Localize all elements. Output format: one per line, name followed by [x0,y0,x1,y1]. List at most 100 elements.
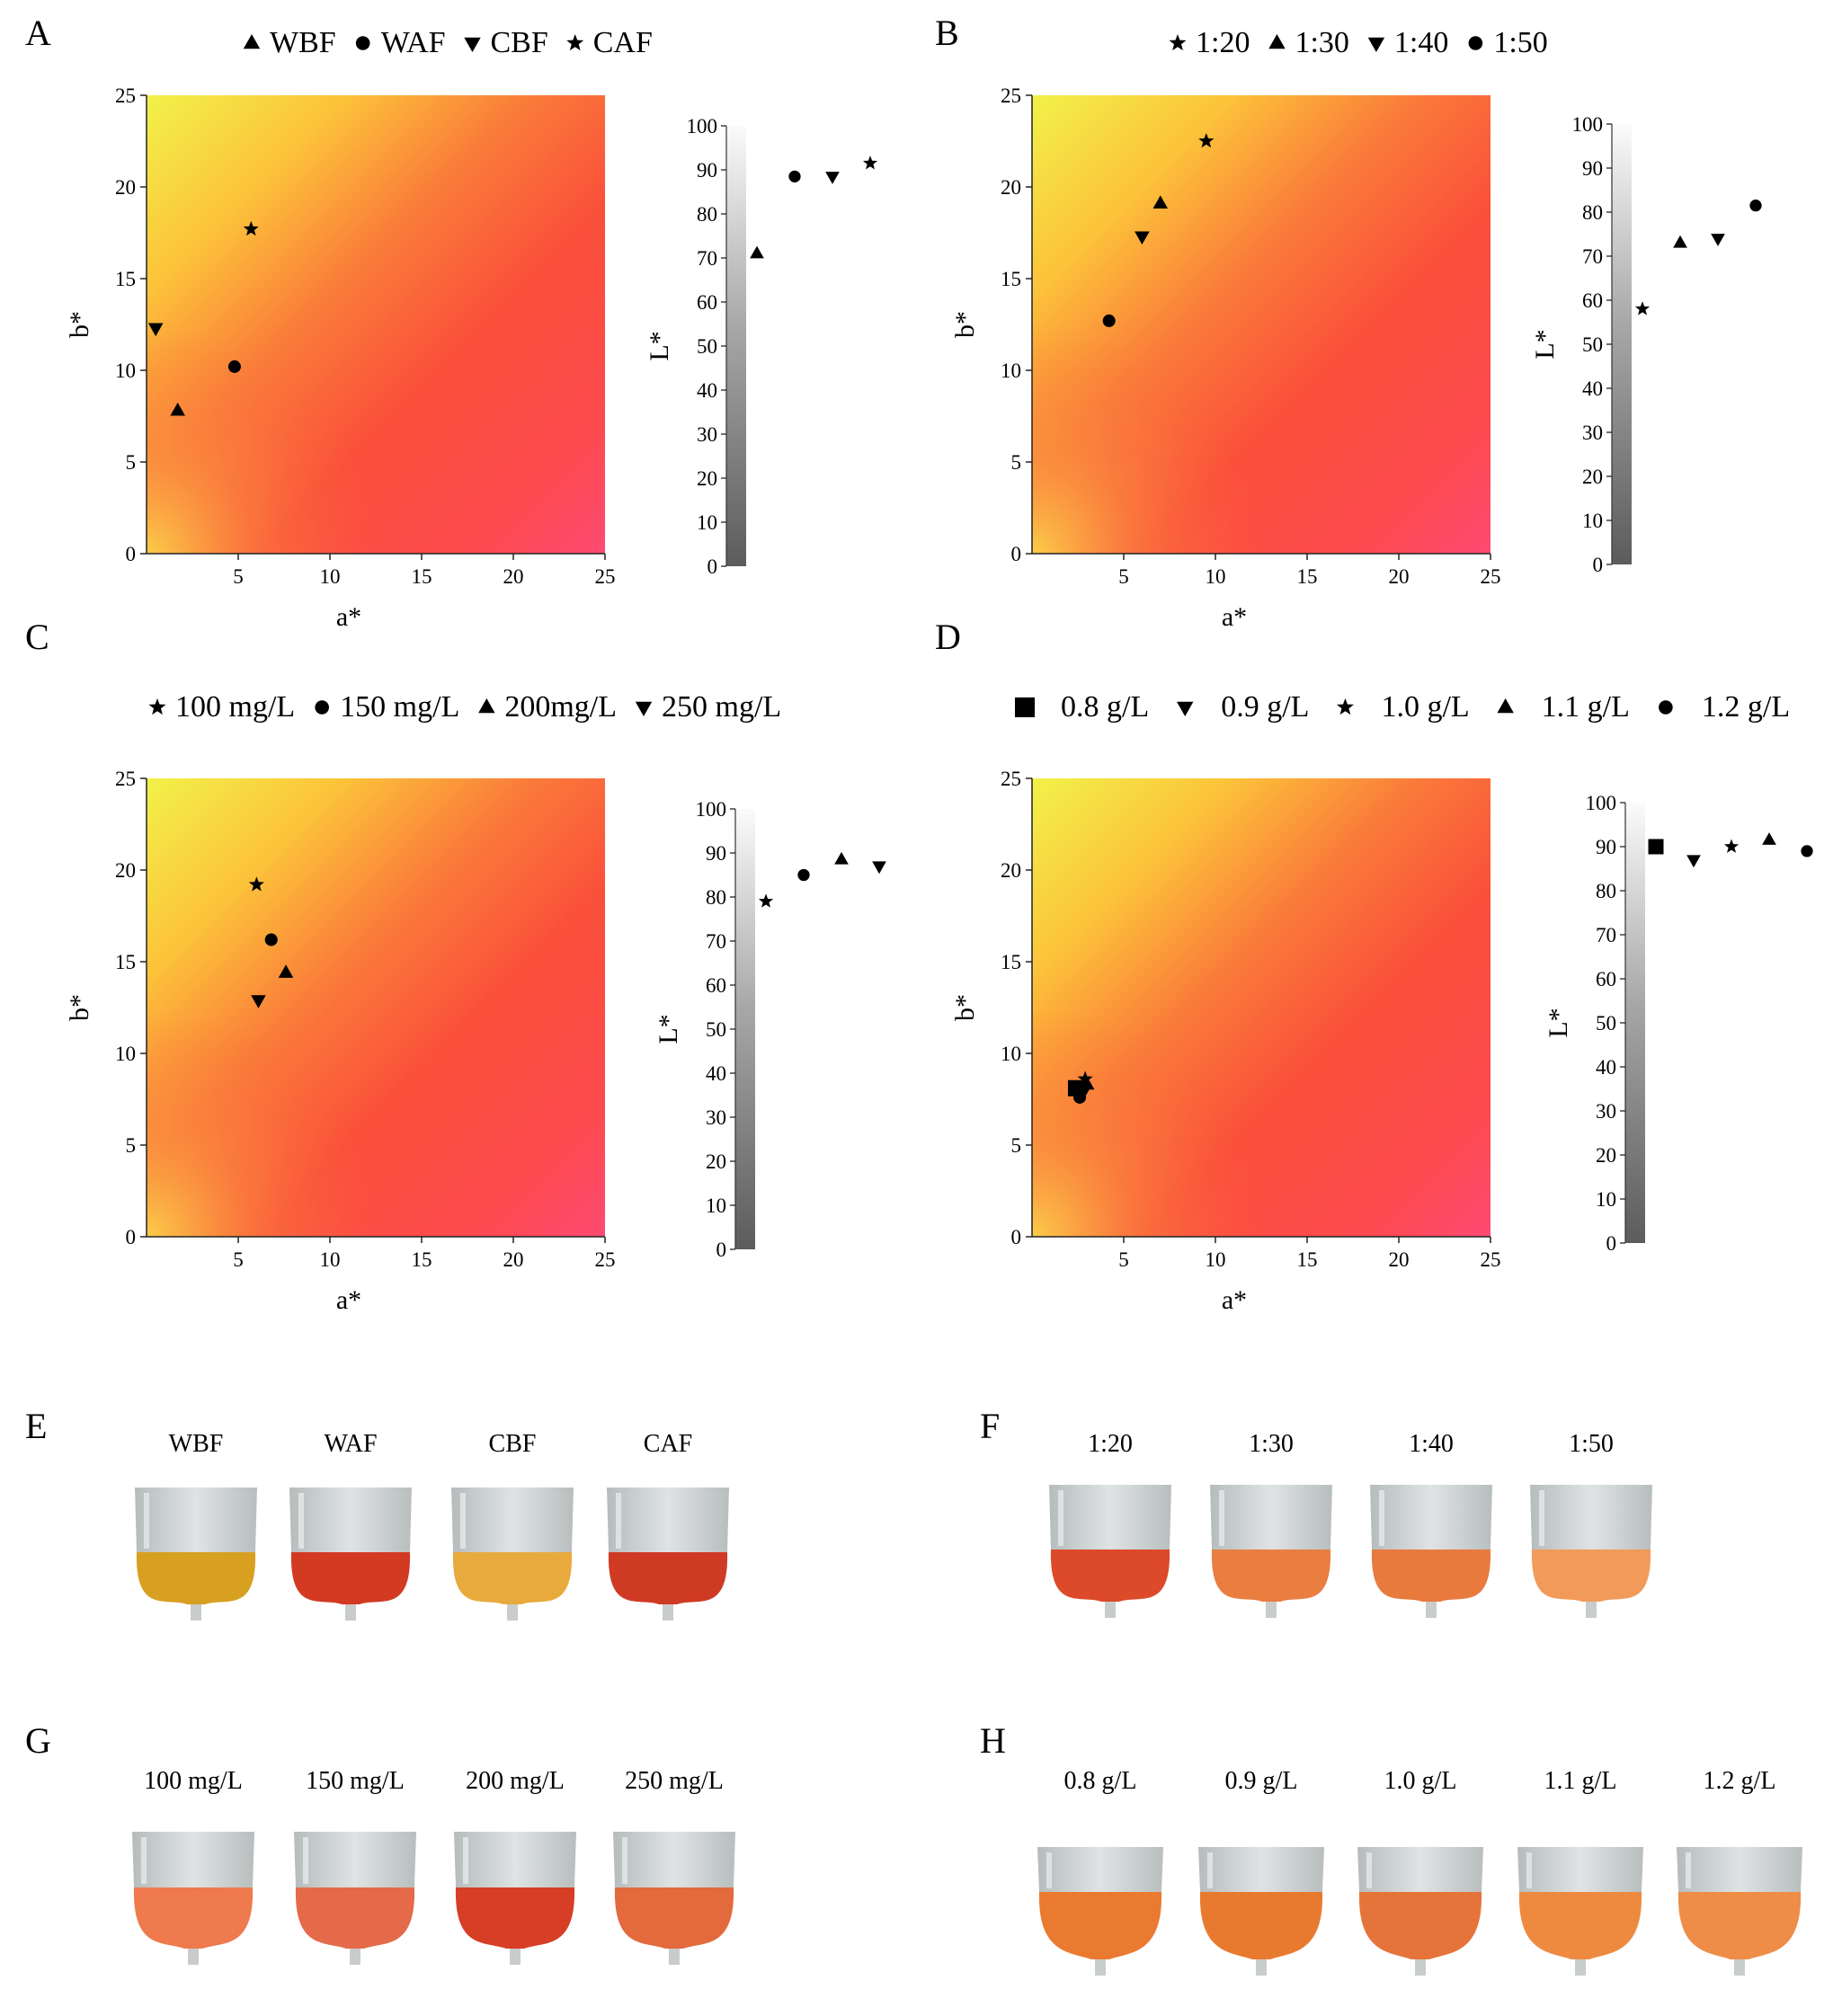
glass-liquid [133,1887,254,1949]
glass-upper [451,1488,574,1552]
l-gradient-bar [735,809,755,1249]
y-tick-label: 10 [115,360,136,382]
data-point-triangle-up [1152,195,1169,209]
l-tick-label: 0 [1606,1232,1617,1255]
glass-upper [1530,1485,1652,1550]
glass-stem [1586,1602,1597,1618]
glass-liquid [1371,1550,1491,1602]
glass-label: 1:50 [1569,1430,1614,1458]
glass-highlight [616,1493,621,1549]
glass-upper [1517,1847,1643,1892]
glass-highlight [1207,1852,1213,1888]
x-tick-label: 10 [1206,1248,1226,1271]
legend-label: 1:30 [1295,26,1348,59]
glass-upper [294,1832,416,1887]
l-point-circle [797,868,810,882]
y-tick-label: 20 [1001,176,1021,199]
y-tick-label: 25 [115,84,136,107]
glass-stem [1575,1959,1586,1976]
glass-stem [1415,1959,1426,1976]
glass-label: 0.8 g/L [1064,1767,1137,1795]
l-tick-label: 10 [706,1195,726,1217]
wine-glass [1677,1847,1802,1976]
wine-glass [289,1488,412,1621]
glass-liquid [1050,1550,1170,1602]
l-tick-label: 70 [1596,924,1616,946]
y-tick-label: 0 [126,1226,137,1248]
l-tick-label: 60 [1596,968,1616,990]
y-tick-label: 5 [1011,1134,1022,1157]
l-tick-label: 50 [697,335,717,358]
x-tick-label: 15 [1297,1248,1318,1271]
legend-marker-triangle-down [1367,37,1385,52]
glass-stem [1426,1602,1437,1618]
glass-upper [132,1832,254,1887]
glass-upper [1037,1847,1163,1892]
glass-highlight [1219,1490,1224,1546]
legend-marker-circle [1468,36,1483,50]
glass-label: 0.9 g/L [1225,1767,1298,1795]
y-tick-label: 0 [1011,1226,1022,1248]
y-tick-label: 0 [1011,543,1022,565]
legend-label: 1.0 g/L [1381,690,1469,724]
ab-color-field-corner [147,95,605,554]
panel-e: E WBF WAF CBF CAF [25,1406,729,1621]
x-tick-label: 5 [233,1248,244,1271]
wine-glass [1037,1847,1163,1976]
wine-glass [607,1488,729,1621]
legend-label: 1.2 g/L [1702,690,1790,724]
glass-highlight [141,1837,147,1884]
y-tick-label: 20 [1001,859,1021,882]
data-point-star [248,876,264,892]
x-axis-label: a* [336,1285,361,1315]
glass-highlight [1046,1852,1052,1888]
l-tick-label: 100 [1572,113,1604,136]
glass-stem [188,1949,199,1965]
x-tick-label: 20 [503,1248,524,1271]
l-tick-label: 60 [697,291,717,314]
data-point-circle [227,360,241,373]
y-tick-label: 20 [115,176,136,199]
legend-marker-circle [1659,700,1673,715]
legend-label: 150 mg/L [340,690,459,724]
ab-color-field-corner [147,778,605,1237]
wine-glass [132,1832,254,1965]
l-tick-label: 50 [1582,333,1603,356]
legend: 100 mg/L 150 mg/L 200mg/L 250 mg/L [148,690,781,724]
legend-label: 1:50 [1493,26,1547,59]
glass-stem [1095,1959,1106,1976]
l-point-circle [1749,200,1762,212]
l-tick-label: 90 [1596,836,1616,858]
l-tick-label: 30 [697,423,717,446]
glass-label: WAF [324,1430,377,1458]
l-axis-label: L* [654,1014,683,1044]
x-tick-label: 15 [412,1248,432,1271]
l-point-triangle-up [750,245,764,259]
glass-liquid [455,1887,575,1949]
glass-liquid [1677,1892,1802,1959]
legend-marker-square [1015,697,1035,717]
y-tick-label: 25 [1001,768,1021,790]
glass-highlight [303,1837,308,1884]
glass-highlight [622,1837,627,1884]
data-point-circle [1102,314,1116,327]
y-tick-label: 10 [115,1043,136,1065]
glass-liquid [1518,1892,1642,1959]
panel-letter: D [935,617,961,657]
legend-label: 1:40 [1394,26,1448,59]
y-tick-label: 25 [115,768,136,790]
glass-label: 250 mg/L [625,1767,724,1795]
data-point-triangle-down [1135,231,1150,245]
l-tick-label: 70 [1582,245,1603,268]
legend-label: 0.8 g/L [1061,690,1149,724]
legend-marker-triangle-up [1268,34,1286,49]
data-point-triangle-up [278,964,294,978]
l-point-star [1723,839,1740,853]
l-tick-label: 0 [707,555,718,578]
ab-plot: 0 5 5 10 10 15 15 20 20 25 25 a* b* [950,768,1501,1315]
wine-glass [1517,1847,1643,1976]
glass-liquid [1358,1892,1482,1959]
l-gradient-bar [726,126,746,566]
wine-glass [1210,1485,1332,1618]
y-tick-label: 15 [1001,951,1021,973]
